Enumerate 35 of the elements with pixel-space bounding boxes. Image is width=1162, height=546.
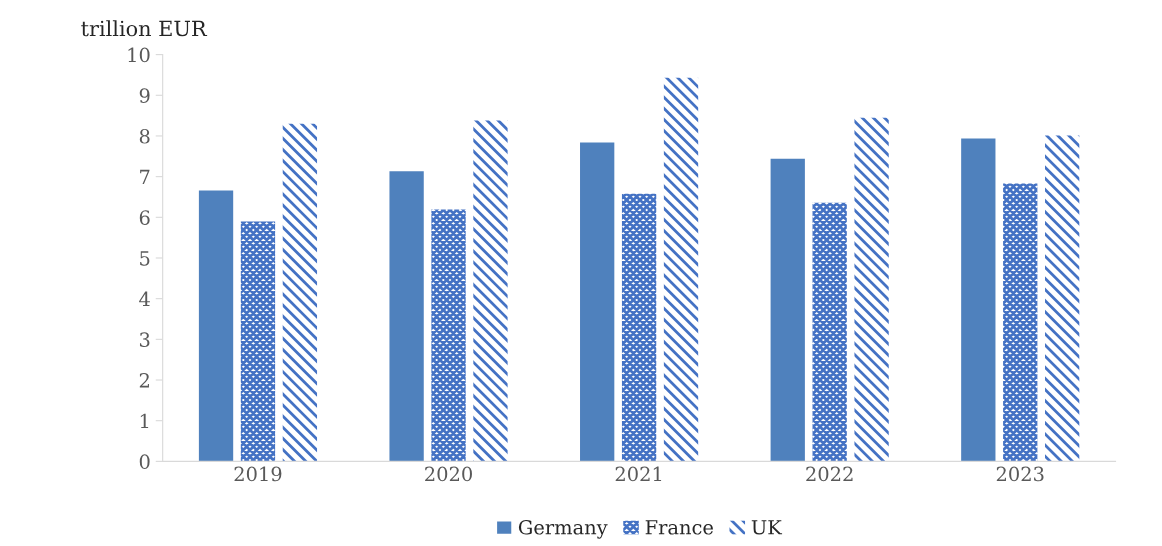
bar bbox=[580, 142, 615, 462]
y-tick-label: 1 bbox=[140, 413, 149, 429]
bar bbox=[1003, 183, 1038, 462]
y-tick-label: 4 bbox=[139, 291, 150, 307]
bar bbox=[282, 123, 318, 462]
y-axis-title: trillion EUR bbox=[81, 20, 208, 37]
bar bbox=[621, 193, 657, 462]
y-tick-label: 8 bbox=[139, 128, 150, 144]
bar bbox=[473, 120, 508, 462]
bar bbox=[812, 202, 847, 462]
y-tick-label: 2 bbox=[139, 372, 149, 388]
bar bbox=[1045, 135, 1080, 462]
y-tick-label: 10 bbox=[128, 47, 150, 63]
bar bbox=[198, 190, 234, 462]
x-tick-label: 2021 bbox=[615, 466, 662, 482]
y-tick-label: 9 bbox=[139, 88, 150, 103]
x-tick-label: 2019 bbox=[234, 466, 282, 482]
y-tick-label: 5 bbox=[140, 251, 150, 266]
legend-label: France bbox=[645, 520, 713, 535]
y-tick-label: 0 bbox=[139, 454, 150, 470]
bar bbox=[240, 221, 276, 462]
bar bbox=[431, 209, 466, 462]
bar bbox=[770, 158, 805, 462]
x-tick-label: 2023 bbox=[996, 466, 1044, 482]
bar bbox=[961, 138, 996, 462]
bar bbox=[663, 77, 699, 462]
y-tick-label: 7 bbox=[140, 169, 150, 185]
bar bbox=[854, 117, 889, 462]
x-tick-label: 2020 bbox=[425, 466, 472, 482]
x-tick-label: 2022 bbox=[806, 466, 853, 482]
legend-label: UK bbox=[751, 520, 783, 535]
y-tick-label: 3 bbox=[139, 332, 150, 347]
legend-label: Germany bbox=[518, 519, 608, 539]
y-tick-label: 6 bbox=[139, 210, 150, 225]
bar bbox=[389, 171, 424, 462]
